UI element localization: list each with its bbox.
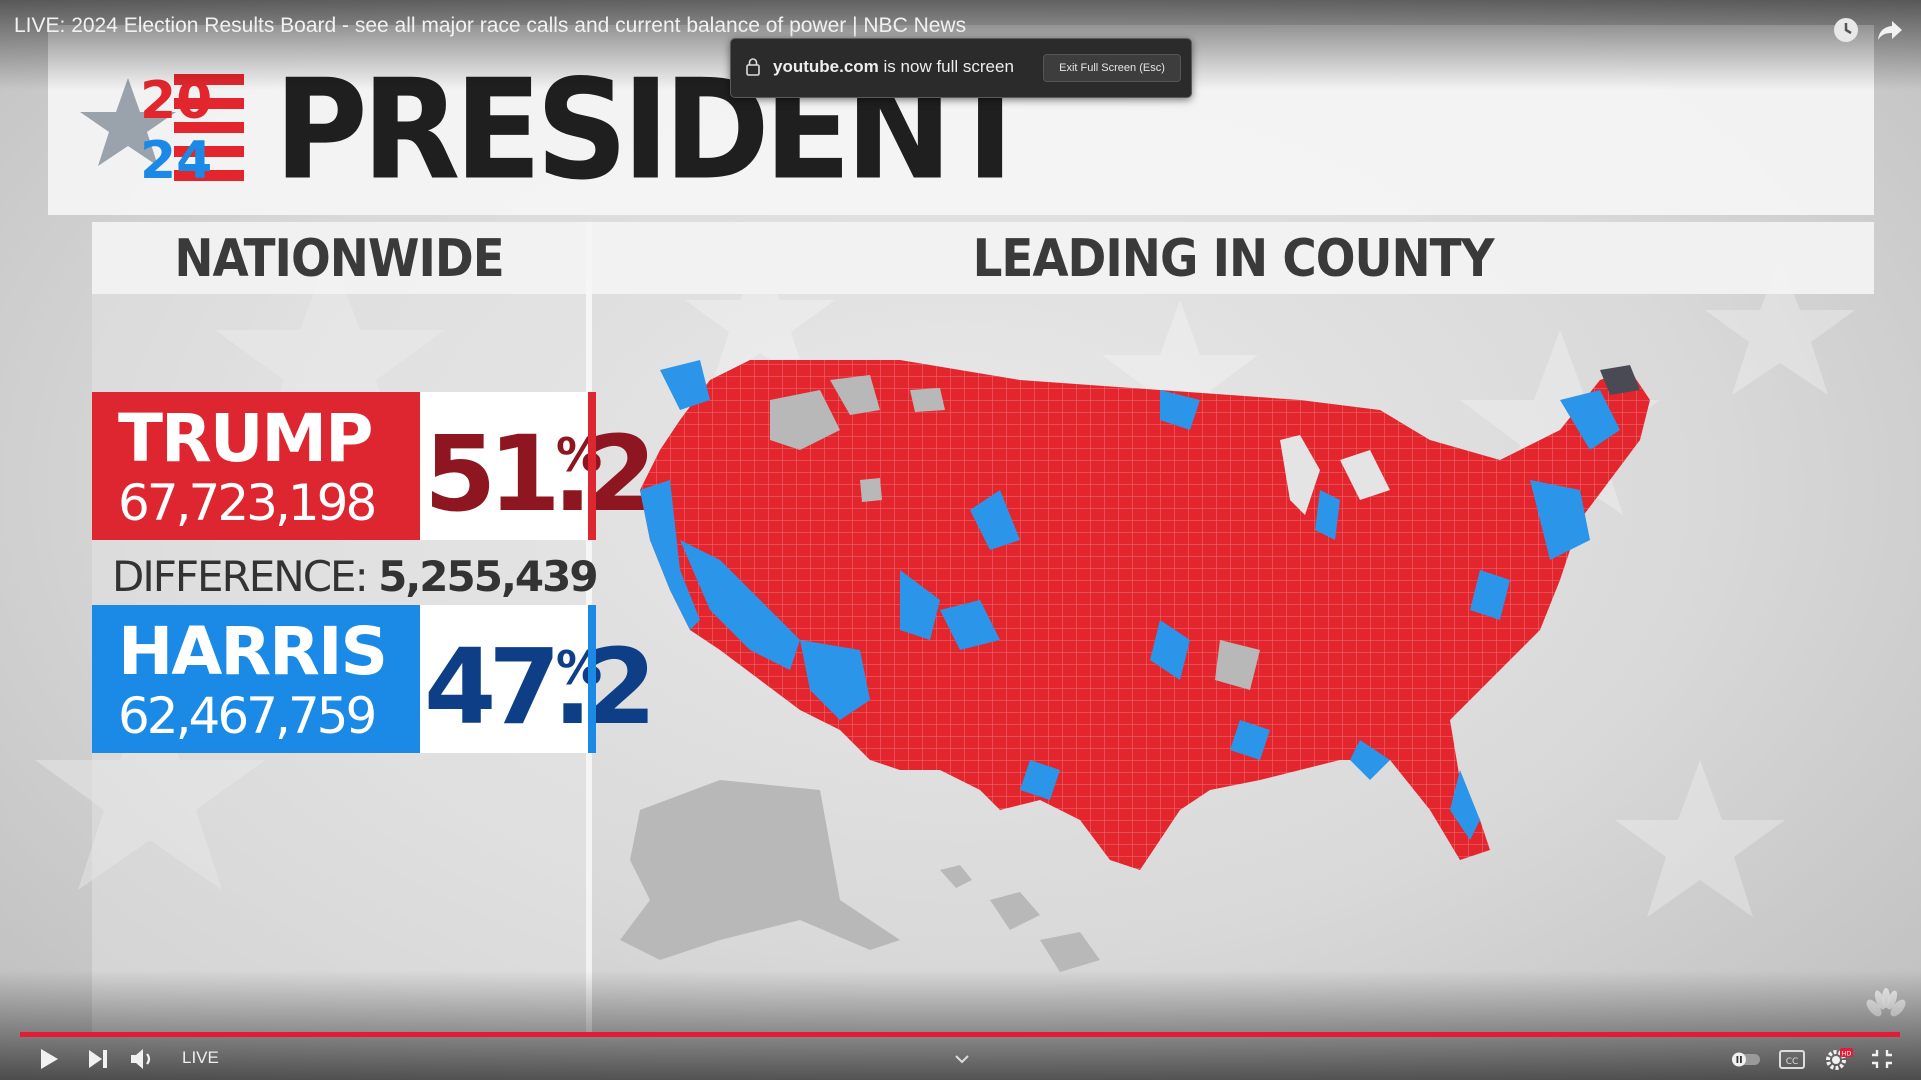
svg-text:CC: CC	[1786, 1057, 1799, 1067]
alaska-shape	[620, 780, 900, 960]
harris-name-box: HARRIS 62,467,759	[92, 605, 420, 753]
no-result-counties	[770, 365, 1640, 690]
difference-value: 5,255,439	[378, 552, 598, 601]
great-lakes	[1280, 435, 1390, 515]
video-title[interactable]: LIVE: 2024 Election Results Board - see …	[14, 14, 967, 37]
exit-fullscreen-button[interactable]: Exit Full Screen (Esc)	[1043, 54, 1181, 82]
exit-fullscreen-icon[interactable]	[1864, 1044, 1900, 1074]
volume-icon[interactable]	[124, 1044, 160, 1074]
candidate-votes: 67,723,198	[118, 474, 377, 532]
svg-text:HD: HD	[1842, 1050, 1852, 1058]
clock-icon[interactable]	[1832, 16, 1860, 44]
candidate-name: TRUMP	[118, 400, 373, 477]
progress-bar[interactable]	[20, 1032, 1900, 1037]
captions-icon[interactable]: CC	[1774, 1044, 1810, 1074]
candidate-votes: 62,467,759	[118, 687, 377, 745]
democrat-counties	[640, 360, 1620, 840]
toast-text: is now full screen	[883, 57, 1014, 76]
progress-fill	[20, 1032, 1900, 1037]
candidate-pct: 47.2	[424, 626, 657, 748]
pct-edge	[588, 605, 596, 753]
fullscreen-toast: youtube.com is now full screen Exit Full…	[730, 38, 1192, 98]
nationwide-header: NATIONWIDE	[92, 222, 586, 294]
chevron-down-icon[interactable]	[944, 1046, 980, 1076]
vote-difference: DIFFERENCE: 5,255,439	[112, 552, 599, 601]
pct-edge	[588, 392, 596, 540]
share-icon[interactable]	[1876, 16, 1904, 44]
candidate-name: HARRIS	[118, 613, 388, 690]
county-map	[620, 360, 1650, 972]
trump-pct-box: 51.2 %	[420, 392, 657, 540]
hawaii-shape	[940, 865, 1100, 972]
trump-name-box: TRUMP 67,723,198	[92, 392, 420, 540]
toast-message: youtube.com is now full screen	[773, 57, 1014, 77]
autoplay-toggle-icon[interactable]	[1728, 1044, 1764, 1074]
logo-year-bottom: 24	[140, 131, 212, 188]
candidate-trump: TRUMP 67,723,198 51.2 %	[92, 392, 657, 540]
candidate-pct: 51.2	[424, 413, 657, 535]
play-icon[interactable]	[30, 1044, 66, 1074]
toast-domain: youtube.com	[773, 57, 879, 76]
settings-icon[interactable]: HD	[1820, 1044, 1856, 1074]
live-label[interactable]: LIVE	[182, 1048, 219, 1067]
next-icon[interactable]	[80, 1044, 116, 1074]
harris-pct-box: 47.2 %	[420, 605, 657, 753]
candidate-harris: HARRIS 62,467,759 47.2 %	[92, 605, 657, 753]
county-header: LEADING IN COUNTY	[592, 222, 1874, 294]
lock-icon	[746, 58, 760, 76]
difference-label: DIFFERENCE:	[112, 552, 369, 601]
logo-year-top: 20	[140, 71, 212, 131]
2024-logo: 20 24	[80, 71, 244, 188]
